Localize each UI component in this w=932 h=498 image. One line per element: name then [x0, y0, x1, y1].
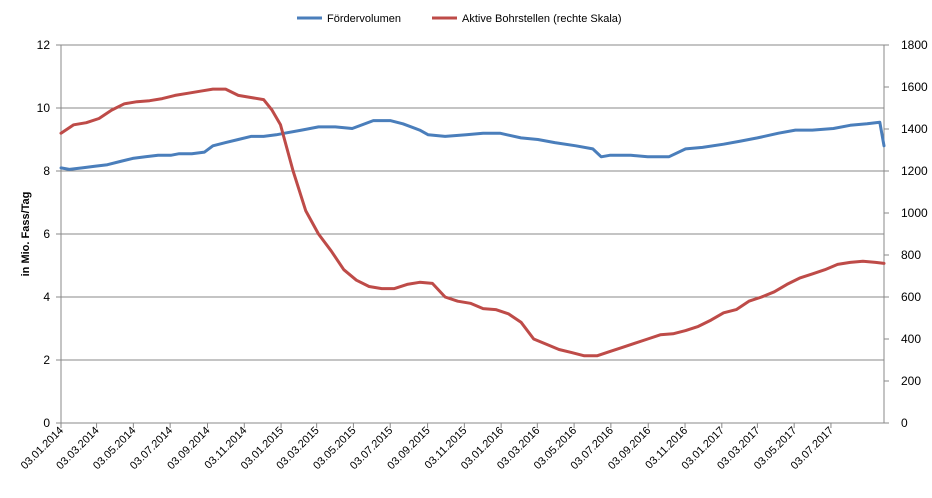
legend-label: Aktive Bohrstellen (rechte Skala) — [462, 13, 622, 25]
legend-label: Fördervolumen — [327, 13, 401, 25]
y2-tick-label: 1600 — [901, 80, 928, 94]
y2-tick-label: 600 — [901, 290, 921, 304]
y-tick-label: 10 — [37, 101, 51, 115]
y-tick-label: 2 — [43, 353, 50, 367]
x-axis-ticks: 03.01.201403.03.201403.05.201403.07.2014… — [19, 423, 836, 472]
series-lines — [59, 87, 886, 358]
y2-tick-label: 1200 — [901, 164, 928, 178]
y-tick-label: 4 — [43, 290, 50, 304]
y2-tick-label: 1800 — [901, 38, 928, 52]
y2-tick-label: 1400 — [901, 122, 928, 136]
legend: Fördervolumen Aktive Bohrstellen (rechte … — [297, 13, 622, 25]
y-axis-label: in Mio. Fass/Tag — [20, 192, 32, 277]
y2-tick-label: 1000 — [901, 206, 928, 220]
y2-tick-label: 0 — [901, 416, 908, 430]
y-tick-label: 6 — [43, 227, 50, 241]
series-line-foerdervolumen — [59, 119, 886, 171]
right-axis-ticks: 0 200 400 600 800 1000 1200 1400 1600 1800 — [884, 38, 928, 430]
left-axis-ticks: 0 2 4 6 8 10 12 — [37, 38, 61, 430]
y2-tick-label: 200 — [901, 374, 921, 388]
y-tick-label: 0 — [43, 416, 50, 430]
y-tick-label: 8 — [43, 164, 50, 178]
y-tick-label: 12 — [37, 38, 51, 52]
grid-lines — [61, 44, 884, 361]
series-line-bohrstellen — [59, 87, 886, 358]
y2-tick-label: 800 — [901, 248, 921, 262]
y2-tick-label: 400 — [901, 332, 921, 346]
